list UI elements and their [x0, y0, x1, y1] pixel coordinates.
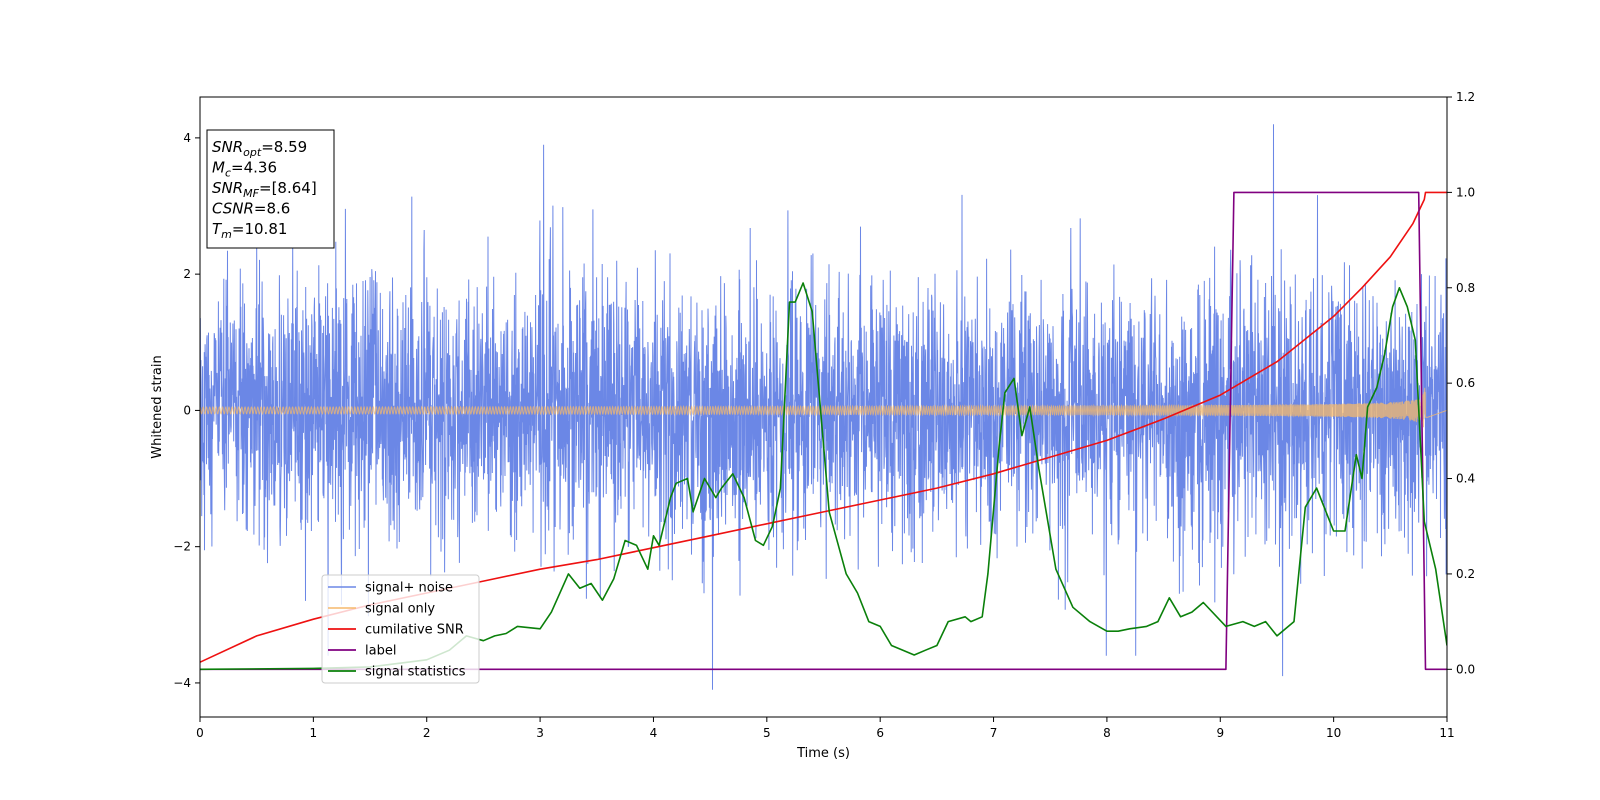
series-signal-noise	[200, 124, 1447, 690]
plot-frame	[199, 96, 1448, 718]
x-tick-label: 2	[423, 726, 431, 740]
legend-frame	[321, 574, 480, 684]
legend-entry: cumilative SNR	[365, 623, 464, 638]
y-axis-label: Whitened strain	[150, 355, 165, 458]
y-tick-label: 4	[183, 131, 191, 145]
annotation-line: Mc=4.36	[212, 159, 277, 180]
legend-entry: signal statistics	[365, 665, 466, 680]
y2-tick-label: 0.2	[1456, 567, 1475, 581]
x-tick-label: 9	[1216, 726, 1224, 740]
x-tick-label: 1	[310, 726, 318, 740]
x-tick-label: 5	[763, 726, 771, 740]
legend-entry: signal only	[365, 602, 435, 617]
annotation-line: CSNR=8.6	[212, 200, 290, 218]
x-tick-label: 10	[1326, 726, 1341, 740]
series-signal-statistics	[200, 282, 1447, 671]
axes-layer: 0 1 2 3 4 5 6 7 8 9 10 11 −4 −2 0 2 4 0.0 0.2 0.4 0.6 0.8 1.0 1…	[173, 90, 1475, 740]
y-tick-label: 2	[183, 267, 191, 281]
y-tick-label: 0	[183, 403, 191, 417]
annotation-line: Tm=10.81	[212, 220, 287, 241]
x-tick-label: 4	[650, 726, 658, 740]
series-label	[200, 191, 1447, 671]
x-tick-label: 3	[536, 726, 544, 740]
x-tick-label: 7	[990, 726, 998, 740]
annotation-line: SNRopt=8.59	[212, 138, 307, 159]
x-tick-label: 8	[1103, 726, 1111, 740]
x-tick-label: 11	[1439, 726, 1454, 740]
x-axis-label: Time (s)	[796, 746, 850, 761]
series-signal-only	[200, 387, 1447, 428]
y2-tick-label: 1.2	[1456, 90, 1475, 104]
y-tick-label: −4	[173, 676, 191, 690]
y2-tick-label: 1.0	[1456, 185, 1475, 199]
legend: signal+ noise signal only cumilative SNR la…	[321, 574, 480, 684]
y2-tick-label: 0.6	[1456, 376, 1475, 390]
y2-tick-label: 0.4	[1456, 472, 1475, 486]
y-tick-label: −2	[173, 540, 191, 554]
legend-entry: label	[365, 644, 396, 659]
legend-entry: signal+ noise	[365, 581, 453, 596]
x-tick-label: 6	[876, 726, 884, 740]
y2-tick-label: 0.0	[1456, 662, 1475, 676]
annotation-frame	[206, 129, 335, 249]
y2-tick-label: 0.8	[1456, 281, 1475, 295]
x-tick-label: 0	[196, 726, 204, 740]
annotation-line: SNRMF=[8.64]	[212, 179, 317, 200]
